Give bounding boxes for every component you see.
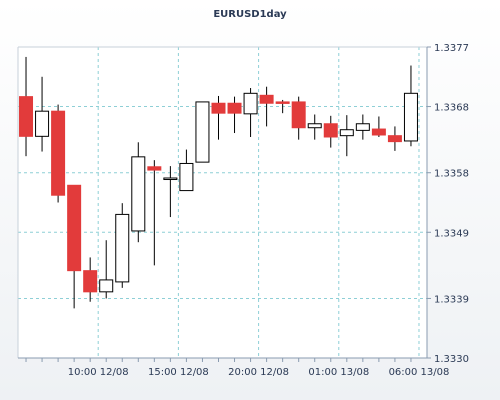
candle	[83, 257, 98, 302]
candle-body-bearish	[323, 123, 338, 138]
candle-body-bullish	[195, 101, 210, 163]
candle-body-bearish	[371, 128, 386, 136]
candle-body-bearish	[19, 96, 34, 137]
candle	[307, 114, 322, 140]
axes: 1.3330 1.3339 1.3349 1.3358 1.3368 1.3377 10:0…	[17, 43, 469, 378]
y-tick-label: 1.3349	[434, 228, 469, 239]
candle	[275, 99, 290, 114]
candle	[211, 95, 226, 140]
candle	[131, 142, 146, 243]
candle	[339, 115, 354, 157]
y-tick-label: 1.3339	[434, 294, 469, 305]
candle	[371, 116, 386, 137]
candle	[147, 160, 162, 266]
candle	[67, 184, 82, 309]
candle-body-bearish	[51, 110, 66, 196]
candle	[195, 101, 210, 163]
candle-body-bearish	[147, 166, 162, 171]
candle-body-bearish	[211, 102, 226, 114]
candle-body-bullish	[179, 162, 194, 192]
candle	[163, 166, 178, 218]
plot-area	[18, 47, 427, 358]
candle	[403, 65, 418, 147]
candle	[227, 96, 242, 134]
candle-body-bullish	[163, 177, 178, 181]
candle-body-bearish	[83, 270, 98, 293]
candle	[51, 104, 66, 203]
candle-body-bearish	[291, 101, 306, 129]
candle-body-bearish	[387, 135, 402, 143]
x-tick-label: 15:00 12/08	[148, 367, 209, 378]
candle-body-bearish	[227, 102, 242, 114]
candle	[19, 56, 34, 157]
candle-body-bullish	[355, 123, 370, 131]
y-tick-label: 1.3368	[434, 103, 469, 114]
candle-body-bullish	[35, 110, 50, 137]
candles	[19, 56, 418, 309]
candle	[99, 240, 114, 299]
candle	[243, 88, 258, 137]
candle	[355, 114, 370, 140]
x-tick-label: 10:00 12/08	[68, 367, 129, 378]
candle-body-bullish	[403, 92, 418, 142]
candle	[387, 126, 402, 151]
chart-title: EURUSD1day	[213, 9, 287, 20]
candle	[259, 86, 274, 127]
candle-body-bearish	[275, 101, 290, 104]
x-tick-label: 01:00 13/08	[308, 367, 369, 378]
y-tick-label: 1.3377	[434, 43, 469, 54]
candle	[323, 115, 338, 148]
candle	[115, 203, 130, 288]
candle	[35, 76, 50, 152]
candle-body-bullish	[115, 213, 130, 283]
candle-body-bullish	[243, 92, 258, 115]
candle-body-bullish	[131, 156, 146, 232]
x-tick-label: 06:00 13/08	[389, 367, 450, 378]
candle-body-bullish	[307, 123, 322, 129]
candle	[291, 96, 306, 140]
candle-body-bearish	[67, 184, 82, 272]
y-tick-label: 1.3330	[434, 354, 469, 365]
x-tick-label: 20:00 12/08	[228, 367, 289, 378]
candle-body-bullish	[99, 279, 114, 293]
candle-body-bearish	[259, 94, 274, 104]
candle	[179, 149, 194, 192]
y-tick-label: 1.3358	[434, 169, 469, 180]
candle-body-bullish	[339, 129, 354, 137]
